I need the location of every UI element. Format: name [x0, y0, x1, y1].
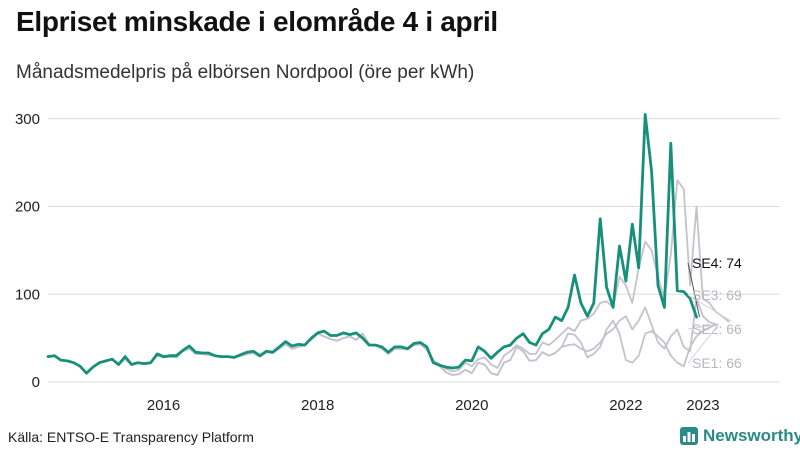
y-tick-label-100: 100 — [15, 286, 40, 303]
end-label-se2: SE2: 66 — [692, 321, 742, 337]
bar-chart-icon — [680, 427, 698, 445]
end-label-se4: SE4: 74 — [692, 255, 742, 271]
x-tick-label-2023: 2023 — [686, 397, 719, 414]
label-connector-se4 — [687, 262, 701, 318]
end-labels: SE4: 74 SE3: 69 SE2: 66 SE1: 66 — [687, 255, 742, 371]
brand-logo[interactable]: Newsworthy — [680, 426, 800, 446]
x-tick-label-2020: 2020 — [455, 397, 488, 414]
series-lines — [46, 113, 730, 376]
brand-name: Newsworthy — [703, 426, 800, 445]
y-tick-label-200: 200 — [15, 199, 40, 216]
chart-subtitle: Månadsmedelpris på elbörsen Nordpool (ör… — [16, 62, 475, 83]
end-label-se1: SE1: 66 — [692, 355, 742, 371]
label-connector-se1 — [687, 323, 720, 364]
chart-title: Elpriset minskade i elområde 4 i april — [16, 6, 498, 37]
series-line-se4 — [46, 113, 698, 375]
y-tick-label-300: 300 — [15, 111, 40, 128]
source-note: Källa: ENTSO-E Transparency Platform — [8, 429, 254, 445]
x-tick-label-2016: 2016 — [147, 397, 180, 414]
grid-lines — [48, 118, 780, 383]
x-axis: 2016 2018 2020 2022 2023 — [147, 397, 720, 414]
label-connector-se3 — [687, 294, 732, 322]
x-tick-label-2022: 2022 — [609, 397, 642, 414]
label-connector-se2 — [687, 323, 719, 330]
y-tick-label-0: 0 — [32, 374, 40, 391]
y-axis: 0 100 200 300 — [15, 111, 40, 391]
x-tick-label-2018: 2018 — [301, 397, 334, 414]
end-label-se3: SE3: 69 — [692, 287, 742, 303]
